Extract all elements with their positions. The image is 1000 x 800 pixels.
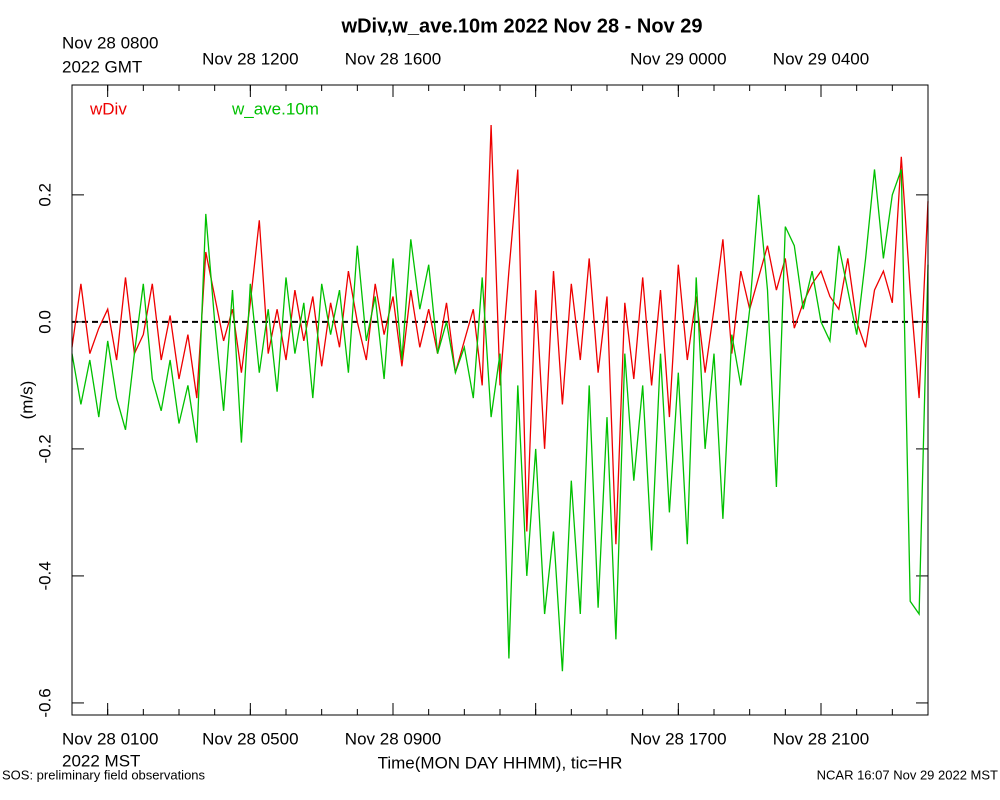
- y-tick-label: -0.4: [35, 561, 54, 590]
- plot-frame: [71, 84, 929, 716]
- x2-zone-label: 2022 GMT: [62, 57, 142, 76]
- x-zone-label: 2022 MST: [62, 751, 140, 770]
- legend-label: wDiv: [89, 99, 127, 118]
- line-series: [71, 169, 929, 672]
- y-tick-label: -0.2: [35, 434, 54, 463]
- y-tick-label: -0.6: [35, 688, 54, 717]
- x2-tick-label: Nov 29 0400: [773, 49, 869, 68]
- legend-label: w_ave.10m: [231, 99, 319, 118]
- x-tick-label: Nov 28 2100: [773, 729, 869, 748]
- x-tick-label: Nov 28 0900: [345, 729, 441, 748]
- x-axis-label: Time(MON DAY HHMM), tic=HR: [378, 753, 623, 772]
- x2-tick-label: Nov 28 1200: [202, 49, 298, 68]
- line-series: [71, 124, 929, 545]
- footer-left: SOS: preliminary field observations: [2, 767, 206, 782]
- x2-tick-label: Nov 28 0800: [62, 33, 158, 52]
- footer-right: NCAR 16:07 Nov 29 2022 MST: [817, 767, 998, 782]
- y-axis-label: (m/s): [17, 381, 36, 420]
- x2-tick-label: Nov 28 1600: [345, 49, 441, 68]
- x-tick-label: Nov 28 0100: [62, 729, 158, 748]
- x-tick-label: Nov 28 0500: [202, 729, 298, 748]
- x-tick-label: Nov 28 1700: [630, 729, 726, 748]
- chart-title: wDiv,w_ave.10m 2022 Nov 28 - Nov 29: [341, 15, 703, 37]
- y-tick-label: 0.0: [35, 310, 54, 334]
- x2-tick-label: Nov 29 0000: [630, 49, 726, 68]
- y-tick-label: 0.2: [35, 183, 54, 207]
